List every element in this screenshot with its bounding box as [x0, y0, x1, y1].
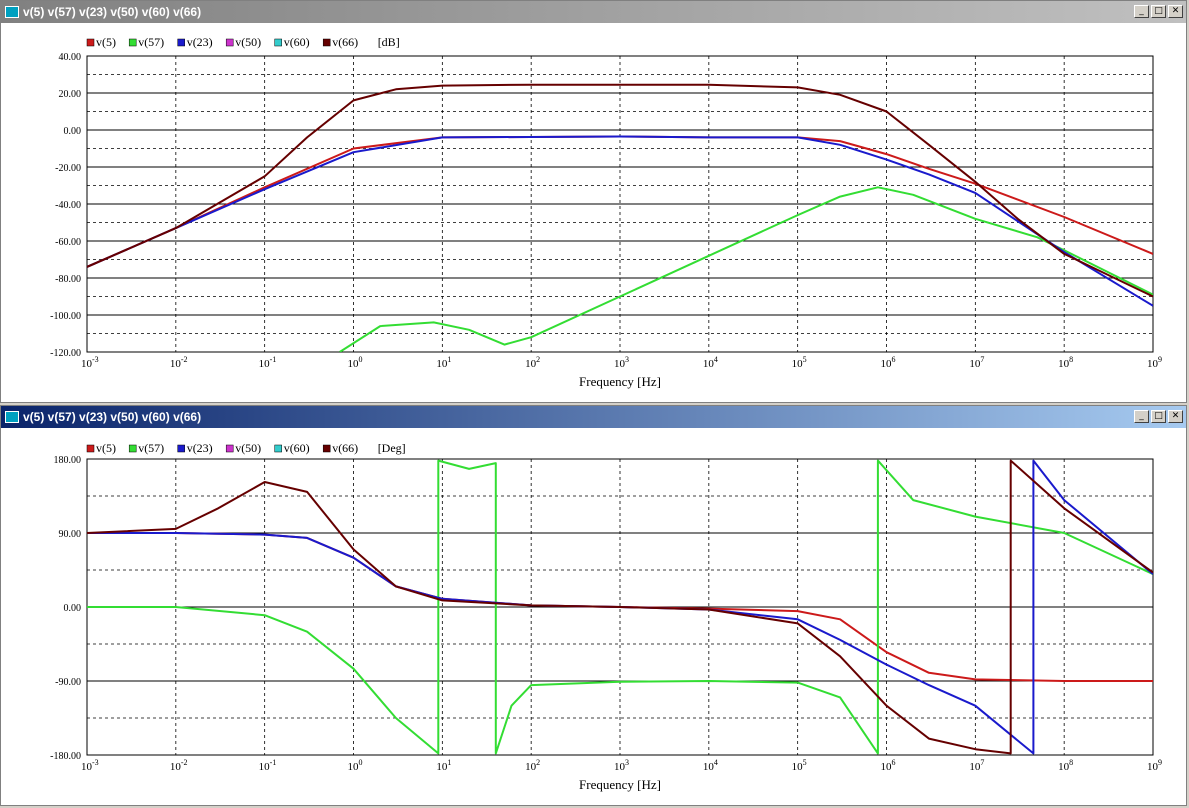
close-button[interactable]: ✕: [1168, 5, 1183, 18]
legend-swatch: [177, 444, 185, 453]
x-tick-label: 100: [348, 758, 363, 773]
x-tick-label: 108: [1058, 758, 1073, 773]
y-tick-label: 180.00: [54, 455, 82, 466]
y-tick-label: 90.00: [59, 529, 82, 540]
x-tick-label: 101: [436, 758, 451, 773]
series-line-v66: [87, 83, 1153, 298]
y-axis-unit-label: [dB]: [378, 35, 400, 49]
x-tick-label: 10-3: [81, 758, 99, 773]
legend-swatch: [177, 38, 185, 47]
legend-swatch: [274, 38, 282, 47]
plot-frame: [86, 55, 1154, 353]
x-tick-label: 109: [1147, 355, 1162, 370]
maximize-button[interactable]: □: [1151, 410, 1166, 423]
y-tick-label: -40.00: [55, 200, 81, 211]
minimize-button[interactable]: _: [1134, 410, 1149, 423]
legend-swatch: [128, 38, 137, 47]
x-tick-label: 106: [881, 758, 896, 773]
legend-label: v(66): [332, 35, 358, 49]
x-tick-label: 10-3: [81, 355, 99, 370]
y-tick-label: 0.00: [64, 603, 82, 614]
y-tick-label: -60.00: [55, 237, 81, 248]
legend-label: v(23): [187, 35, 213, 49]
legend-label: v(66): [332, 441, 358, 455]
legend-label: v(57): [138, 441, 164, 455]
plot-window-icon: [5, 6, 19, 18]
y-tick-label: -90.00: [55, 677, 81, 688]
x-tick-label: 103: [614, 355, 629, 370]
x-tick-label: 10-1: [259, 355, 277, 370]
legend-swatch: [322, 444, 331, 453]
close-button[interactable]: ✕: [1168, 410, 1183, 423]
legend-swatch: [86, 444, 95, 453]
y-tick-label: 20.00: [59, 89, 82, 100]
y-tick-label: 40.00: [59, 52, 82, 63]
magnitude-window-titlebar[interactable]: v(5) v(57) v(23) v(50) v(60) v(66) _ □ ✕: [1, 1, 1186, 23]
y-axis-unit-label: [Deg]: [378, 441, 406, 455]
series-line-v57: [339, 186, 1153, 352]
x-tick-label: 109: [1147, 758, 1162, 773]
x-tick-label: 10-2: [170, 355, 188, 370]
x-tick-label: 102: [525, 355, 540, 370]
series-line-v23: [87, 135, 1153, 307]
y-tick-label: -20.00: [55, 163, 81, 174]
x-tick-label: 100: [348, 355, 363, 370]
x-tick-label: 105: [792, 355, 807, 370]
x-tick-label: 107: [969, 355, 984, 370]
phase-window: v(5) v(57) v(23) v(50) v(60) v(66) _ □ ✕…: [0, 405, 1187, 806]
legend-swatch: [274, 444, 282, 453]
phase-window-titlebar[interactable]: v(5) v(57) v(23) v(50) v(60) v(66) _ □ ✕: [1, 406, 1186, 428]
magnitude-chart[interactable]: 40.00 20.00 0.00 -20.00 -40.00 -60.00 -80.00 -1…: [1, 23, 1186, 402]
y-tick-label: -100.00: [50, 311, 81, 322]
minimize-button[interactable]: _: [1134, 5, 1149, 18]
plot-window-icon: [5, 411, 19, 423]
y-tick-label: -80.00: [55, 274, 81, 285]
legend-swatch: [128, 444, 137, 453]
y-tick-label: -120.00: [50, 348, 81, 359]
legend-label: v(5): [96, 35, 116, 49]
y-tick-label: -180.00: [50, 751, 81, 762]
x-tick-label: 103: [614, 758, 629, 773]
x-tick-label: 108: [1058, 355, 1073, 370]
x-tick-label: 106: [881, 355, 896, 370]
legend-label: v(50): [235, 441, 261, 455]
legend-label: v(23): [187, 441, 213, 455]
series-line-v66: [87, 459, 1153, 755]
legend-swatch: [322, 38, 331, 47]
legend-label: v(60): [284, 441, 310, 455]
legend-label: v(5): [96, 441, 116, 455]
x-tick-label: 104: [703, 355, 718, 370]
maximize-button[interactable]: □: [1151, 5, 1166, 18]
series-line-v57: [87, 459, 1153, 755]
legend-label: v(50): [235, 35, 261, 49]
x-tick-label: 104: [703, 758, 718, 773]
legend-label: v(60): [284, 35, 310, 49]
legend-swatch: [225, 38, 234, 47]
legend-label: v(57): [138, 35, 164, 49]
x-axis-label: Frequency [Hz]: [579, 374, 661, 389]
legend-swatch: [225, 444, 234, 453]
x-tick-label: 10-1: [259, 758, 277, 773]
window-title: v(5) v(57) v(23) v(50) v(60) v(66): [23, 410, 202, 424]
window-title: v(5) v(57) v(23) v(50) v(60) v(66): [23, 5, 202, 19]
x-tick-label: 107: [969, 758, 984, 773]
y-tick-label: 0.00: [64, 126, 82, 137]
x-axis-label: Frequency [Hz]: [579, 777, 661, 792]
x-tick-label: 102: [525, 758, 540, 773]
legend-swatch: [86, 38, 95, 47]
x-tick-label: 10-2: [170, 758, 188, 773]
magnitude-window: v(5) v(57) v(23) v(50) v(60) v(66) _ □ ✕…: [0, 0, 1187, 403]
x-tick-label: 105: [792, 758, 807, 773]
x-tick-label: 101: [436, 355, 451, 370]
